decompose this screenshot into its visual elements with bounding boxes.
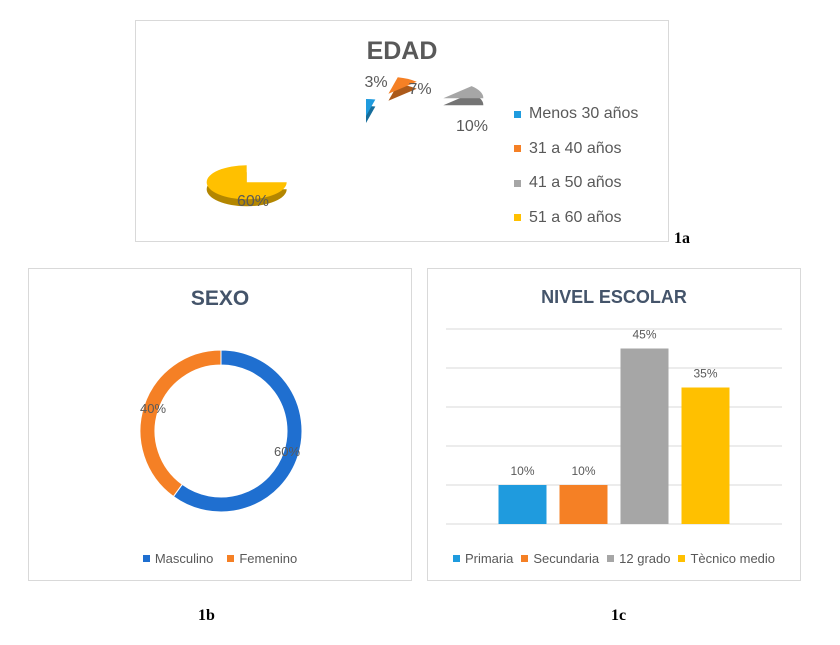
bar-data-label: 10% [571, 464, 595, 478]
legend-label: 41 a 50 años [529, 174, 622, 192]
legend-item-masculino: Masculino [142, 551, 214, 566]
bar-1 [559, 485, 608, 524]
legend-swatch [514, 214, 521, 222]
legend-swatch [607, 555, 615, 562]
legend-item-12-grado: 12 grado [607, 551, 670, 566]
edad-pie-chart: 3% 7% 10% 60% [206, 74, 488, 210]
edad-slice-top [206, 165, 287, 200]
figure-label-1c: 1c [611, 607, 627, 624]
legend-label: 31 a 40 años [529, 139, 622, 157]
edad-data-label: 7% [408, 81, 431, 98]
nivel-escolar-chart-panel: NIVEL ESCOLAR 10% 10% 45% 35% Primaria Secu… [427, 268, 801, 581]
bar-0 [498, 485, 547, 524]
edad-slice-top [443, 86, 484, 99]
edad-legend: Menos 30 años 31 a 40 años 41 a 50 años … [514, 97, 664, 235]
legend-label: Femenino [239, 551, 298, 566]
legend-swatch [521, 555, 529, 562]
legend-item-31-40: 31 a 40 años [514, 132, 664, 167]
legend-swatch [142, 555, 150, 562]
edad-data-label: 3% [364, 74, 387, 91]
edad-slice-3 [206, 165, 287, 207]
sexo-donut-chart: 60% 40% [139, 349, 303, 513]
legend-item-51-60: 51 a 60 años [514, 201, 664, 236]
nivel-escolar-bar-chart: 10% 10% 45% 35% [446, 328, 782, 525]
legend-swatch [514, 145, 521, 153]
sexo-segment-0 [172, 349, 303, 513]
legend-swatch [678, 555, 686, 562]
legend-item-menos-30: Menos 30 años [514, 97, 664, 132]
edad-slice-top [388, 77, 417, 94]
bar-data-label: 10% [510, 464, 534, 478]
legend-label: Masculino [154, 551, 214, 566]
bar-3 [681, 387, 730, 524]
legend-label: Menos 30 años [529, 105, 639, 123]
bar-data-label: 45% [632, 328, 656, 342]
legend-item-femenino: Femenino [227, 551, 297, 566]
nivel-escolar-chart-title: NIVEL ESCOLAR [541, 287, 687, 307]
figure-label-1a: 1a [674, 230, 690, 247]
legend-label: 51 a 60 años [529, 208, 622, 226]
legend-label: 12 grado [619, 551, 671, 566]
sexo-chart-panel: SEXO 60% 40% Masculino Femenino [28, 268, 412, 581]
legend-item-primaria: Primaria [452, 551, 514, 566]
legend-label: Secundaria [533, 551, 600, 566]
sexo-data-label: 40% [140, 401, 166, 416]
edad-slice-2 [443, 86, 484, 106]
sexo-data-label: 60% [274, 444, 300, 459]
legend-swatch [514, 110, 521, 118]
legend-swatch [227, 555, 235, 562]
sexo-legend: Masculino Femenino [29, 551, 411, 566]
nivel-escolar-legend: Primaria Secundaria 12 grado Tècnico med… [428, 551, 800, 566]
figure-label-1b: 1b [198, 607, 215, 624]
sexo-chart-title: SEXO [190, 287, 250, 310]
edad-chart-panel: EDAD 3% 7% 10% 60% Menos 30 años 31 a 40 añ… [135, 20, 669, 242]
bar-data-label: 35% [693, 367, 717, 381]
legend-label: Primaria [464, 551, 514, 566]
edad-data-label: 60% [237, 193, 269, 210]
bar-2 [620, 348, 669, 524]
edad-slice-top [366, 99, 376, 116]
edad-slice-1 [388, 77, 417, 101]
edad-slice-0 [366, 99, 376, 123]
legend-swatch [514, 179, 521, 187]
legend-label: Tècnico medio [690, 551, 776, 566]
legend-swatch [452, 555, 460, 562]
sexo-segment-1 [139, 349, 222, 498]
edad-data-label: 10% [456, 118, 488, 135]
legend-item-secundaria: Secundaria [521, 551, 599, 566]
edad-chart-title: EDAD [366, 37, 438, 65]
legend-item-41-50: 41 a 50 años [514, 166, 664, 201]
legend-item-tecnico-medio: Tècnico medio [678, 551, 775, 566]
